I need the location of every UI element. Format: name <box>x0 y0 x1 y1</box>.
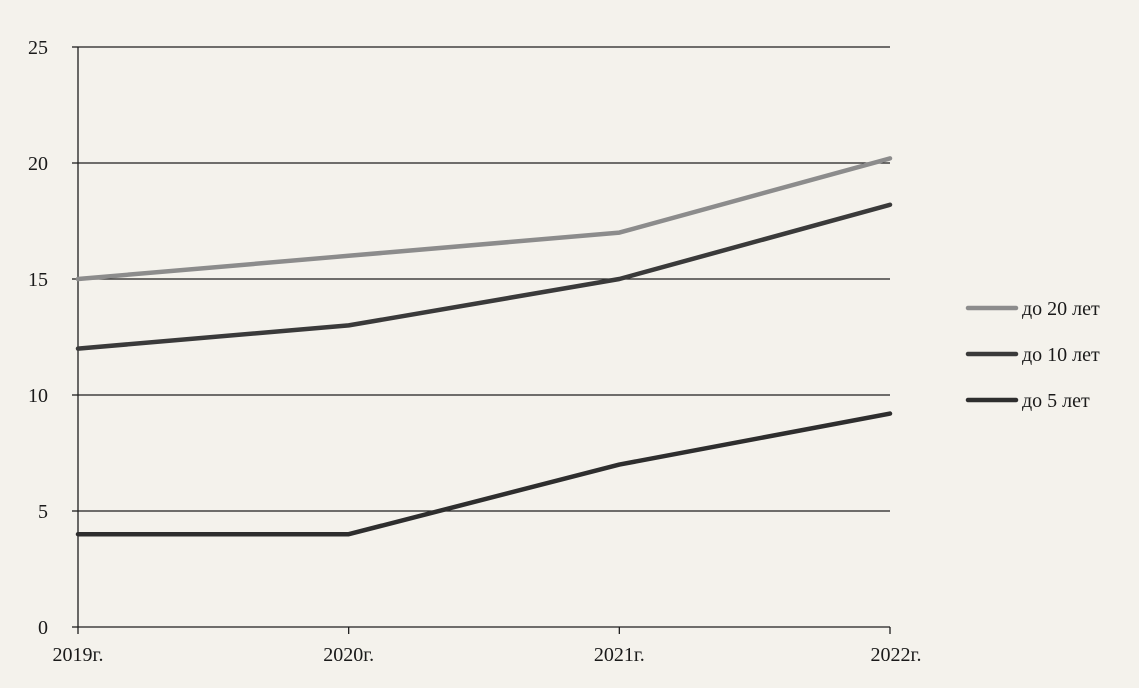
y-tick-label: 15 <box>28 269 48 291</box>
x-tick-label: 2020г. <box>323 644 374 666</box>
series-lines <box>75 156 893 537</box>
axes: 0 5 10 15 20 25 2019г. 2020г. 2021г. 2022г. <box>28 37 921 666</box>
x-tick-label: 2021г. <box>594 644 645 666</box>
series-line-3 <box>75 411 893 537</box>
series-line-1 <box>75 156 893 282</box>
gridlines <box>78 46 890 512</box>
y-tick-label: 5 <box>38 501 48 523</box>
y-tick-label: 20 <box>28 153 48 175</box>
x-tick-label: 2022г. <box>871 644 922 666</box>
x-tick-label: 2019г. <box>53 644 104 666</box>
legend-label: до 5 лет <box>1022 390 1090 412</box>
legend: до 20 лет до 10 лет до 5 лет <box>965 298 1100 412</box>
series-line-2 <box>75 202 893 351</box>
legend-label: до 20 лет <box>1022 298 1100 320</box>
y-tick-label: 10 <box>28 385 48 407</box>
legend-label: до 10 лет <box>1022 344 1100 366</box>
y-tick-label: 0 <box>38 617 48 639</box>
y-tick-label: 25 <box>28 37 48 59</box>
